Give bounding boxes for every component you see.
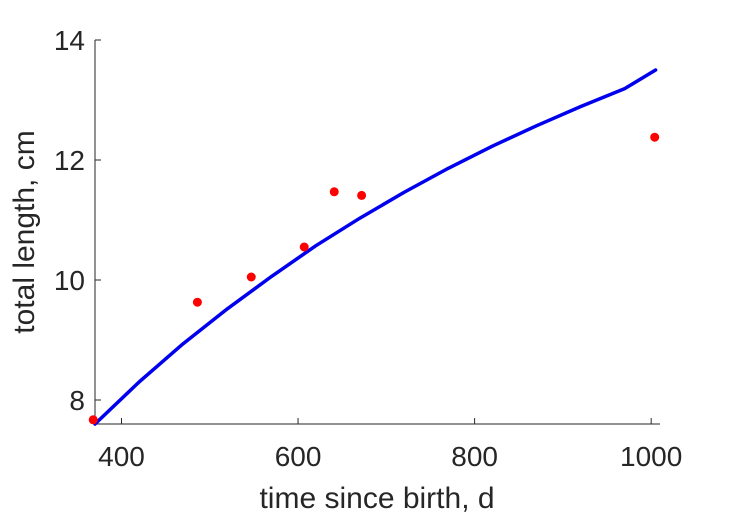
y-axis-label: total length, cm — [8, 130, 41, 333]
y-ticks: 8 10 12 14 — [54, 25, 101, 416]
x-tick-label: 600 — [275, 441, 322, 472]
series-layer — [88, 68, 660, 426]
data-point — [650, 132, 660, 142]
y-tick-label: 14 — [54, 25, 85, 56]
data-point — [192, 297, 202, 307]
data-point — [357, 190, 367, 200]
y-tick-label: 10 — [54, 265, 85, 296]
y-tick-label: 12 — [54, 145, 85, 176]
x-ticks: 400 600 800 1000 — [98, 418, 682, 472]
x-tick-label: 800 — [451, 441, 498, 472]
fit-curve-line — [93, 68, 658, 426]
x-axis-label: time since birth, d — [259, 482, 494, 515]
data-point — [299, 242, 309, 252]
data-point — [246, 272, 256, 282]
x-tick-label: 1000 — [620, 441, 682, 472]
data-point — [329, 187, 339, 197]
x-tick-label: 400 — [98, 441, 145, 472]
plot-area: 8 10 12 14 400 600 800 1000 — [54, 25, 682, 472]
y-tick-label: 8 — [69, 385, 85, 416]
data-point — [88, 415, 98, 425]
